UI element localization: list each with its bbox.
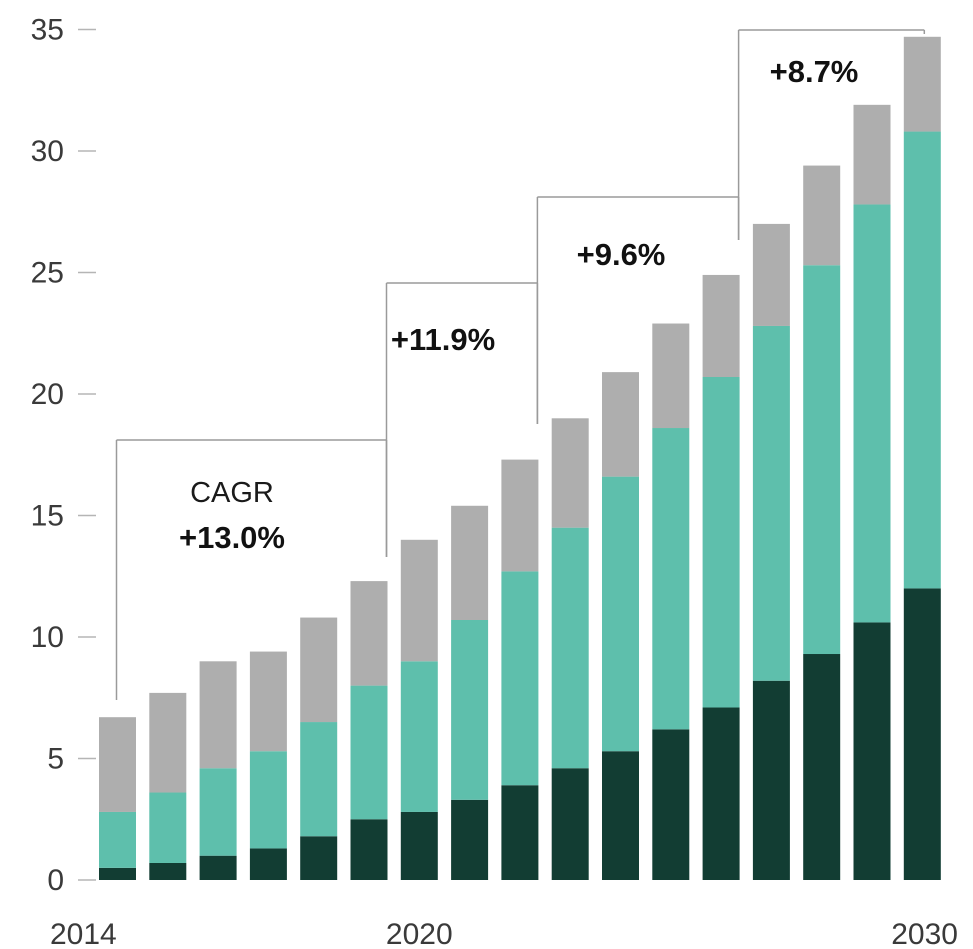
cagr-value: +11.9% — [391, 322, 495, 357]
bar-segment-2028-1 — [803, 654, 841, 880]
bar-segment-2030-1 — [903, 588, 941, 880]
cagr-annotations: CAGR +13.0% +11.9% +9.6% +8.7% — [179, 54, 858, 555]
cagr-label: CAGR — [190, 477, 274, 509]
bar-segment-2028-3 — [803, 165, 841, 266]
bar-segment-2021-1 — [451, 799, 489, 880]
bar-segment-2024-2 — [602, 476, 639, 752]
x-axis: 2014 2020 2030 — [50, 918, 958, 949]
y-tick-label: 15 — [31, 500, 64, 533]
cagr-value: +8.7% — [770, 54, 859, 89]
bar-segment-2020-1 — [400, 811, 438, 880]
bar-segment-2014-3 — [99, 717, 136, 812]
bar-segment-2026-1 — [702, 707, 740, 880]
bar-segment-2018-3 — [300, 617, 338, 723]
bar-segment-2017-2 — [249, 751, 287, 849]
bar-segment-2030-3 — [903, 36, 941, 132]
bar-segment-2029-2 — [853, 204, 891, 623]
cagr-brackets — [115, 29, 926, 700]
y-tick-label: 20 — [31, 378, 64, 411]
y-tick-label: 10 — [31, 621, 64, 654]
bar-segment-2021-3 — [451, 505, 489, 620]
bar-segment-2030-2 — [903, 131, 941, 589]
bar-segment-2019-2 — [350, 685, 388, 820]
bar-segment-2024-1 — [602, 751, 639, 880]
bar-segment-2029-1 — [853, 622, 891, 880]
bar-segment-2021-2 — [451, 619, 489, 800]
bar-segment-2015-3 — [149, 692, 187, 793]
y-tick-label: 35 — [31, 14, 64, 47]
bar-segment-2023-1 — [551, 768, 589, 880]
bar-segment-2023-3 — [551, 418, 589, 528]
bar-segment-2016-2 — [199, 768, 237, 856]
bar-segment-2027-2 — [752, 325, 790, 681]
y-tick-label: 25 — [31, 257, 64, 290]
bar-segment-2024-3 — [602, 372, 639, 477]
bar-segment-2025-3 — [652, 323, 690, 429]
bar-segment-2026-2 — [702, 376, 740, 708]
x-tick-label: 2014 — [50, 918, 117, 949]
cagr-value: +9.6% — [577, 237, 666, 272]
bar-segment-2017-3 — [249, 651, 287, 752]
bar-segment-2014-1 — [99, 867, 136, 880]
cagr-value: +13.0% — [179, 520, 285, 555]
bar-segment-2019-3 — [350, 581, 388, 686]
bar-segment-2015-2 — [149, 792, 187, 863]
x-tick-label: 2020 — [386, 918, 453, 949]
bar-segment-2016-1 — [199, 855, 237, 880]
bar-segment-2025-2 — [652, 428, 690, 730]
bar-segment-2014-2 — [99, 811, 136, 868]
bar-segment-2016-3 — [199, 661, 237, 769]
y-axis: 0 5 10 15 20 25 30 35 — [31, 14, 96, 897]
bar-segment-2022-3 — [501, 459, 539, 572]
bar-segment-2018-1 — [300, 836, 338, 880]
y-tick-label: 5 — [47, 743, 64, 776]
bar-segment-2026-3 — [702, 274, 740, 377]
bar-segment-2029-3 — [853, 104, 891, 205]
bar-segment-2015-1 — [149, 862, 187, 880]
bar-segment-2028-2 — [803, 265, 841, 655]
bar-segment-2019-1 — [350, 819, 388, 880]
bar-segment-2020-2 — [400, 661, 438, 812]
bar-segment-2022-1 — [501, 785, 539, 880]
x-tick-label: 2030 — [891, 918, 958, 949]
bar-segment-2027-1 — [752, 680, 790, 880]
y-tick-label: 0 — [47, 864, 64, 897]
bar-segment-2025-1 — [652, 729, 690, 880]
bar-segment-2023-2 — [551, 527, 589, 769]
bars — [99, 36, 941, 880]
y-tick-label: 30 — [31, 135, 64, 168]
bar-segment-2020-3 — [400, 539, 438, 662]
bar-segment-2018-2 — [300, 722, 338, 837]
bar-segment-2027-3 — [752, 223, 790, 326]
bar-segment-2017-1 — [249, 848, 287, 880]
bar-segment-2022-2 — [501, 571, 539, 786]
